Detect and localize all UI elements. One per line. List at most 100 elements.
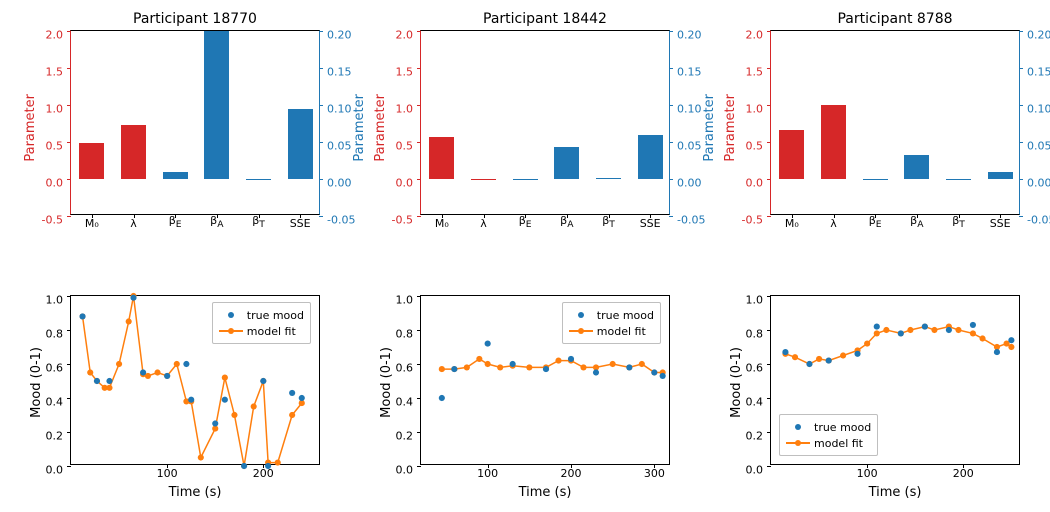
ytick: 1.0 xyxy=(46,103,64,116)
true-mood-marker xyxy=(922,324,928,330)
model-fit-marker xyxy=(87,369,93,375)
ytick-right: 0.15 xyxy=(327,66,352,79)
ytick: 2.0 xyxy=(746,29,764,42)
legend-row-true: true mood xyxy=(786,419,871,435)
model-fit-marker xyxy=(106,385,112,391)
true-mood-marker xyxy=(543,366,549,372)
bar xyxy=(863,179,888,180)
legend-row-model: model fit xyxy=(569,323,654,339)
true-mood-marker xyxy=(140,369,146,375)
bar xyxy=(288,109,313,179)
bar-axes: Participant 18442ParameterParameter-0.50… xyxy=(420,30,670,215)
xtick: SSE xyxy=(290,217,311,230)
model-fit-marker xyxy=(816,356,822,362)
xtick: 200 xyxy=(253,467,274,480)
legend-row-model: model fit xyxy=(786,435,871,451)
true-mood-marker xyxy=(593,369,599,375)
ytick: -0.5 xyxy=(742,214,763,227)
ytick: 0.0 xyxy=(746,177,764,190)
bar xyxy=(121,125,146,179)
true-mood-marker xyxy=(183,361,189,367)
model-fit-marker xyxy=(979,335,985,341)
xlabel: Time (s) xyxy=(771,485,1019,500)
ytick: 0.0 xyxy=(46,177,64,190)
bar xyxy=(246,179,271,180)
model-fit-marker xyxy=(476,356,482,362)
model-fit-marker xyxy=(610,361,616,367)
xtick: M₀ xyxy=(785,217,799,230)
true-mood-marker xyxy=(451,366,457,372)
model-fit-marker xyxy=(174,361,180,367)
xtick: SSE xyxy=(640,217,661,230)
bar xyxy=(554,147,579,179)
xtick: 100 xyxy=(157,467,178,480)
true-mood-marker xyxy=(439,395,445,401)
xlabel: Time (s) xyxy=(421,485,669,500)
bar xyxy=(638,135,663,179)
panel-title: Participant 8788 xyxy=(771,11,1019,27)
ytick: 0.2 xyxy=(46,430,64,443)
bar xyxy=(988,172,1013,179)
bar xyxy=(79,143,104,179)
ylabel-left: Parameter xyxy=(23,94,38,162)
xtick: λ xyxy=(830,217,837,230)
bar xyxy=(513,179,538,180)
legend: true mood model fit xyxy=(779,414,878,456)
true-mood-marker xyxy=(222,397,228,403)
legend-label: model fit xyxy=(814,437,863,450)
ylabel: Mood (0-1) xyxy=(729,347,744,418)
model-fit-marker xyxy=(792,354,798,360)
model-fit-marker xyxy=(154,369,160,375)
true-mood-marker xyxy=(265,463,271,469)
ytick: 1.0 xyxy=(46,294,64,307)
legend-label: model fit xyxy=(597,325,646,338)
ytick-right: 0.15 xyxy=(1027,66,1050,79)
legend-row-true: true mood xyxy=(569,307,654,323)
legend-label: true mood xyxy=(814,421,871,434)
bar xyxy=(904,155,929,179)
bar xyxy=(471,179,496,180)
xtick: 100 xyxy=(477,467,498,480)
model-fit-marker xyxy=(251,403,257,409)
xtick: M₀ xyxy=(85,217,99,230)
ylabel-right: Parameter xyxy=(352,94,367,162)
true-mood-marker xyxy=(874,324,880,330)
model-fit-marker xyxy=(198,454,204,460)
ytick: 0.0 xyxy=(396,464,414,477)
ytick: 0.5 xyxy=(46,140,64,153)
ytick: 0.4 xyxy=(746,396,764,409)
ylabel-left: Parameter xyxy=(723,94,738,162)
xtick: 300 xyxy=(644,467,665,480)
model-fit-marker xyxy=(580,364,586,370)
panel-title: Participant 18442 xyxy=(421,11,669,27)
model-fit-marker xyxy=(955,327,961,333)
ytick: 0.5 xyxy=(746,140,764,153)
ytick-right: 0.00 xyxy=(1027,177,1050,190)
model-fit-marker xyxy=(874,330,880,336)
ytick: 0.6 xyxy=(46,362,64,375)
ytick-right: 0.10 xyxy=(677,103,702,116)
ytick: 0.0 xyxy=(746,464,764,477)
xtick: λ xyxy=(480,217,487,230)
true-mood-marker xyxy=(299,395,305,401)
ylabel-right: Parameter xyxy=(702,94,717,162)
ytick: 2.0 xyxy=(46,29,64,42)
true-mood-marker xyxy=(260,378,266,384)
true-mood-marker xyxy=(826,358,832,364)
model-fit-marker xyxy=(840,352,846,358)
legend-row-true: true mood xyxy=(219,307,304,323)
ytick-right: 0.20 xyxy=(327,29,352,42)
legend: true mood model fit xyxy=(212,302,311,344)
legend-label: true mood xyxy=(597,309,654,322)
bar xyxy=(163,172,188,179)
legend-label: model fit xyxy=(247,325,296,338)
ytick: 0.2 xyxy=(396,430,414,443)
model-fit-marker xyxy=(1008,344,1014,350)
ytick-right: 0.00 xyxy=(327,177,352,190)
true-mood-marker xyxy=(994,349,1000,355)
ytick-right: 0.05 xyxy=(1027,140,1050,153)
ylabel-left: Parameter xyxy=(373,94,388,162)
true-mood-marker xyxy=(289,390,295,396)
xtick: 100 xyxy=(857,467,878,480)
ytick-right: -0.05 xyxy=(677,214,705,227)
